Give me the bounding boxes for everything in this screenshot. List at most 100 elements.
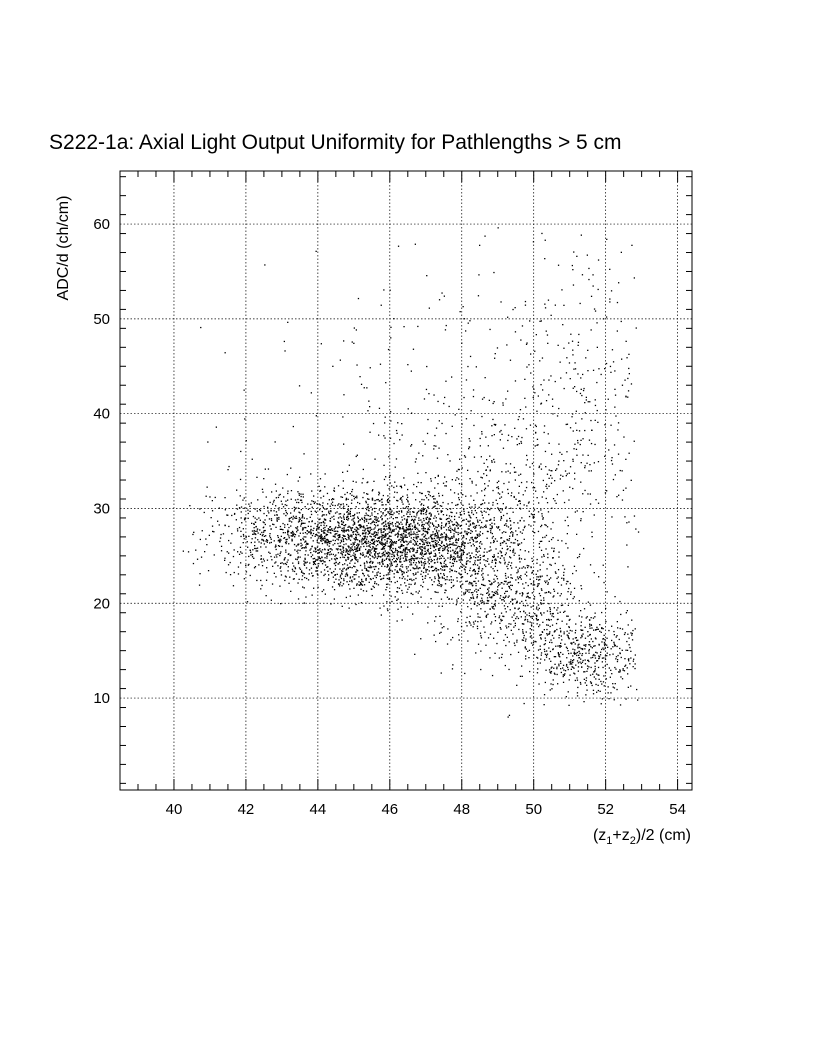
data-point [358,576,360,578]
data-point [544,639,547,642]
data-point [385,574,388,576]
data-point [312,500,315,503]
data-point [429,526,431,528]
data-point [415,543,417,545]
data-point [256,518,258,521]
data-point [242,542,244,544]
data-point [482,532,484,535]
data-point [345,524,347,526]
data-point [228,539,230,542]
data-point [381,519,383,521]
data-point [476,605,478,607]
data-point [434,543,437,545]
data-point [430,535,432,537]
data-point [353,522,355,524]
data-point [367,498,369,500]
data-point [320,550,322,552]
data-point [428,517,430,519]
data-point [244,517,246,519]
data-point [264,519,266,521]
data-point [450,581,453,584]
data-point [333,518,335,520]
data-point [323,589,325,591]
data-point [530,583,532,585]
data-point [491,606,493,608]
data-point [422,440,424,442]
data-point [631,632,633,635]
data-point [478,550,480,552]
data-point [577,646,579,648]
data-point [398,530,400,532]
data-point [627,396,629,398]
data-point [420,548,422,550]
data-point [468,552,470,554]
data-point [481,574,483,576]
data-point [507,390,509,392]
data-point [507,576,509,578]
data-point [404,549,406,551]
data-point [371,498,374,500]
data-point [304,541,306,543]
data-point [394,534,396,536]
data-point [324,593,326,595]
data-point [243,535,245,537]
data-point [371,555,373,557]
data-point [633,515,636,517]
data-point [538,546,541,548]
data-point [236,489,238,491]
data-point [552,616,555,618]
data-point [564,673,566,675]
data-point [394,561,396,563]
data-point [425,509,428,511]
data-point [371,528,373,531]
data-point [488,600,490,602]
data-point [569,466,572,468]
data-point [310,567,313,569]
data-point [407,506,409,508]
data-point [309,562,311,564]
data-point [339,359,341,361]
data-point [337,521,339,524]
data-point [543,629,545,631]
data-point [351,581,353,583]
data-point [516,576,519,578]
data-point [490,507,492,510]
data-point [514,427,516,429]
data-point [362,542,365,545]
data-point [401,574,403,576]
data-point [444,476,446,478]
data-point [322,514,324,516]
data-point [441,522,443,524]
data-point [299,512,301,514]
data-point [269,542,271,544]
data-point [300,495,302,498]
data-point [441,533,443,536]
data-point [464,592,466,595]
data-point [459,573,461,575]
data-point [505,463,507,465]
data-point [367,503,369,506]
data-point [429,556,431,558]
data-point [504,592,506,595]
data-point [243,507,246,509]
data-point [492,568,494,570]
data-point [262,539,264,541]
data-point [441,510,443,512]
data-point [359,557,361,559]
data-point [479,547,482,549]
data-point [453,492,456,494]
data-point [482,555,484,557]
data-point [389,591,391,593]
data-point [453,552,455,554]
data-point [445,518,448,521]
data-point [390,544,392,547]
data-point [360,383,363,385]
data-point [392,544,394,546]
data-point [467,322,469,324]
data-point [427,541,429,543]
data-point [464,672,466,675]
data-point [347,533,349,536]
data-point [348,525,350,527]
data-point [458,634,460,636]
data-point [525,599,527,602]
